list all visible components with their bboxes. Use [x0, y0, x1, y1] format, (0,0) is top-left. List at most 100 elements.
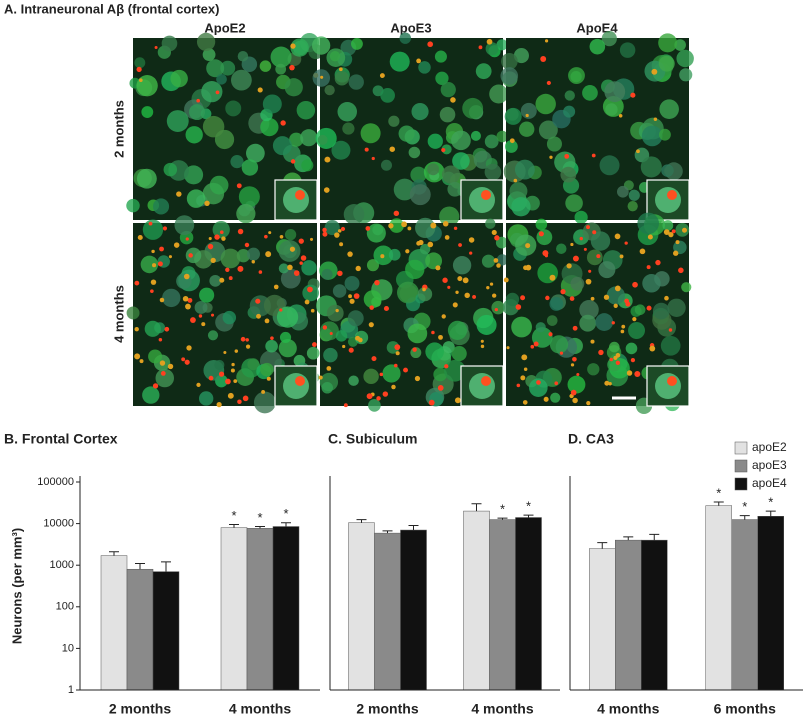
significance-marker: *: [768, 495, 773, 510]
deposit: [366, 393, 373, 400]
deposit: [376, 396, 381, 401]
deposit: [634, 370, 641, 377]
micrographs: [126, 30, 694, 414]
cell: [667, 298, 686, 317]
cell: [564, 90, 575, 101]
deposit: [438, 334, 443, 340]
deposit: [334, 232, 340, 238]
cell: [174, 215, 195, 235]
deposit: [407, 226, 412, 231]
deposit: [136, 66, 142, 73]
deposit: [349, 298, 355, 304]
cell: [567, 375, 586, 394]
cell: [272, 136, 292, 156]
deposit: [395, 351, 400, 356]
deposit: [225, 378, 231, 385]
error-bar: [229, 524, 239, 528]
cell: [347, 310, 364, 327]
cell: [511, 197, 531, 217]
deposit: [506, 346, 510, 350]
deposit: [569, 296, 575, 301]
bar: [641, 539, 668, 691]
deposit: [603, 294, 610, 300]
deposit: [538, 231, 544, 237]
deposit: [472, 295, 477, 299]
deposit: [549, 155, 553, 159]
y-tick-label: 10000: [43, 518, 74, 530]
deposit: [245, 338, 249, 342]
deposit: [184, 359, 190, 365]
deposit: [614, 233, 621, 240]
deposit: [348, 294, 352, 299]
deposit: [186, 345, 192, 351]
deposit: [522, 400, 528, 405]
deposit: [322, 227, 327, 233]
deposit: [159, 246, 164, 252]
cell: [504, 140, 518, 153]
deposit: [188, 253, 193, 258]
deposit: [233, 379, 238, 383]
deposit: [173, 242, 180, 248]
deposit: [183, 273, 190, 280]
cell: [444, 359, 466, 382]
deposit: [293, 270, 300, 276]
deposit: [437, 385, 444, 391]
chart-title: C. Subiculum: [328, 431, 417, 447]
deposit: [268, 231, 272, 235]
cell: [586, 249, 603, 266]
cell: [279, 331, 292, 344]
error-bar: [161, 561, 171, 572]
legend-swatch: [734, 459, 748, 473]
cell: [144, 320, 161, 337]
deposit: [176, 191, 182, 197]
cell: [579, 300, 599, 320]
cell: [582, 85, 598, 101]
inset: [646, 365, 690, 407]
cell: [323, 347, 338, 363]
deposit: [329, 331, 333, 335]
deposit: [453, 226, 458, 231]
cell: [658, 33, 678, 53]
significance-marker: *: [716, 485, 721, 500]
cell: [246, 143, 265, 163]
cell: [321, 382, 334, 394]
cell: [141, 106, 154, 118]
deposit: [374, 279, 380, 286]
deposit: [520, 295, 526, 301]
x-tick-label: 4 months: [471, 701, 533, 717]
deposit: [431, 330, 435, 335]
error-bar: [382, 530, 393, 534]
cell: [368, 399, 381, 412]
cell: [529, 378, 548, 397]
chart-title: D. CA3: [568, 431, 614, 447]
cell: [306, 346, 320, 360]
cell: [484, 163, 502, 181]
deposit: [257, 87, 263, 93]
bar: [589, 548, 616, 691]
cell: [440, 81, 456, 98]
deposit: [289, 246, 296, 252]
inset-deposit: [295, 190, 305, 200]
cell: [674, 39, 686, 51]
error-bar: [471, 503, 482, 512]
deposit: [218, 371, 225, 377]
deposit: [196, 382, 201, 388]
deposit: [185, 237, 189, 241]
deposit: [164, 326, 170, 332]
deposit: [678, 267, 684, 274]
error-bar: [649, 533, 660, 541]
deposit: [651, 68, 658, 75]
deposit: [270, 336, 274, 340]
cell: [447, 320, 468, 340]
inset-deposit: [295, 376, 305, 386]
bar: [126, 568, 154, 691]
deposit: [322, 231, 328, 237]
cell: [216, 73, 227, 85]
bar: [246, 528, 274, 691]
deposit: [503, 277, 509, 283]
deposit: [624, 241, 628, 245]
deposit: [596, 254, 601, 259]
deposit: [427, 41, 434, 48]
deposit: [681, 227, 688, 233]
